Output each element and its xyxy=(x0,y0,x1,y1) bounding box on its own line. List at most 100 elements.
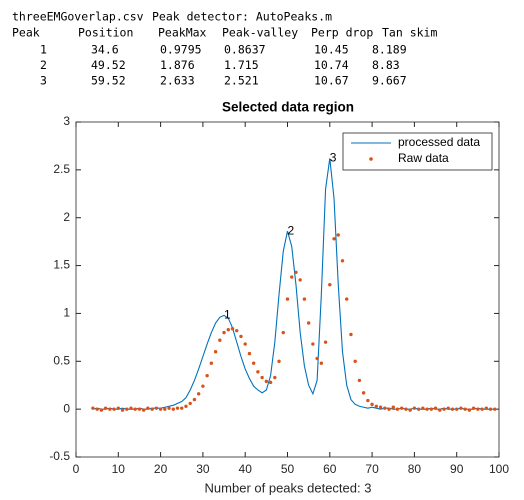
data-point xyxy=(103,406,108,410)
y-tick-label: 0.5 xyxy=(53,353,70,367)
data-point xyxy=(260,375,264,380)
y-tick-label: 2.5 xyxy=(53,162,70,176)
data-point xyxy=(277,359,281,363)
data-point xyxy=(433,406,438,410)
data-point xyxy=(180,406,184,410)
data-point xyxy=(116,406,121,410)
column-header: Tan skim xyxy=(382,26,437,40)
data-point xyxy=(205,373,209,378)
x-tick-label: 100 xyxy=(489,462,509,476)
table-cell: 8.83 xyxy=(372,58,400,72)
data-point xyxy=(281,330,285,335)
data-point xyxy=(120,408,125,412)
data-point xyxy=(184,404,188,408)
table-cell: 1 xyxy=(40,43,47,57)
data-point xyxy=(383,406,387,410)
peak-annotation: 2 xyxy=(288,223,295,237)
data-point xyxy=(315,356,319,361)
data-point xyxy=(421,406,425,410)
data-point xyxy=(239,334,243,339)
plot-area xyxy=(76,122,499,457)
y-tick-label: -0.5 xyxy=(49,449,70,463)
data-point xyxy=(112,407,116,411)
data-point xyxy=(99,408,104,412)
data-point xyxy=(400,406,404,410)
data-point xyxy=(175,406,180,410)
y-tick-label: 0 xyxy=(63,401,70,415)
data-point xyxy=(302,297,307,301)
data-point xyxy=(154,406,159,410)
data-point xyxy=(455,407,459,411)
table-cell: 10.45 xyxy=(314,43,349,57)
column-header: Position xyxy=(78,26,133,40)
data-point xyxy=(425,407,429,411)
data-point xyxy=(129,406,133,410)
chart-title: Selected data region xyxy=(222,100,354,115)
data-point xyxy=(230,327,235,331)
x-axis-label: Number of peaks detected: 3 xyxy=(205,480,372,495)
data-point xyxy=(256,370,260,374)
data-point xyxy=(438,408,442,412)
data-point xyxy=(192,397,197,402)
file-name: threeEMGoverlap.csv xyxy=(12,10,144,24)
data-point xyxy=(201,384,205,388)
x-tick-label: 50 xyxy=(281,462,295,476)
data-point xyxy=(163,407,167,411)
data-point xyxy=(463,407,467,411)
table-cell: 10.74 xyxy=(314,58,349,72)
y-tick-label: 2 xyxy=(63,210,70,224)
data-point xyxy=(306,321,311,325)
data-point xyxy=(353,359,357,363)
detector: Peak detector: AutoPeaks.m xyxy=(152,10,332,24)
data-point xyxy=(459,406,463,410)
y-tick-label: 3 xyxy=(63,114,70,128)
data-point xyxy=(218,338,222,342)
legend-label: Raw data xyxy=(398,151,449,165)
data-point xyxy=(332,237,336,241)
column-header: Peak-valley xyxy=(222,26,298,40)
data-point xyxy=(429,407,434,411)
table-cell: 34.6 xyxy=(91,43,119,57)
data-point xyxy=(108,407,112,411)
data-point xyxy=(91,406,95,410)
data-point xyxy=(146,406,150,410)
column-header: Perp drop xyxy=(311,26,373,40)
x-tick-label: 30 xyxy=(196,462,210,476)
data-point xyxy=(285,297,290,301)
data-point xyxy=(412,406,417,410)
data-point xyxy=(209,361,214,365)
data-point xyxy=(133,407,137,411)
data-point xyxy=(222,330,226,335)
data-point xyxy=(311,342,315,346)
data-point xyxy=(226,328,230,332)
table-cell: 9.667 xyxy=(372,74,407,88)
data-point xyxy=(319,361,324,365)
data-point xyxy=(150,407,154,411)
table-cell: 2.521 xyxy=(224,74,259,88)
data-point xyxy=(158,407,163,411)
x-tick-label: 40 xyxy=(239,462,253,476)
table-cell: 10.67 xyxy=(314,74,349,88)
data-point xyxy=(450,407,455,411)
legend-box xyxy=(342,132,493,171)
data-point xyxy=(95,407,99,411)
table-cell: 1.876 xyxy=(160,58,195,72)
data-point xyxy=(345,297,349,301)
data-point xyxy=(349,332,353,337)
legend-swatch xyxy=(369,157,373,161)
data-point xyxy=(235,328,239,333)
table-cell: 1.715 xyxy=(224,58,259,72)
data-point xyxy=(442,407,446,411)
table-cell: 0.9795 xyxy=(160,43,202,57)
data-point xyxy=(374,404,379,408)
data-point xyxy=(387,407,391,411)
data-point xyxy=(268,380,273,385)
data-point xyxy=(408,408,412,412)
x-tick-label: 90 xyxy=(450,462,464,476)
x-tick-label: 60 xyxy=(323,462,337,476)
data-point xyxy=(488,407,493,411)
y-tick-label: 1.5 xyxy=(53,258,70,272)
axes-box xyxy=(75,121,500,458)
